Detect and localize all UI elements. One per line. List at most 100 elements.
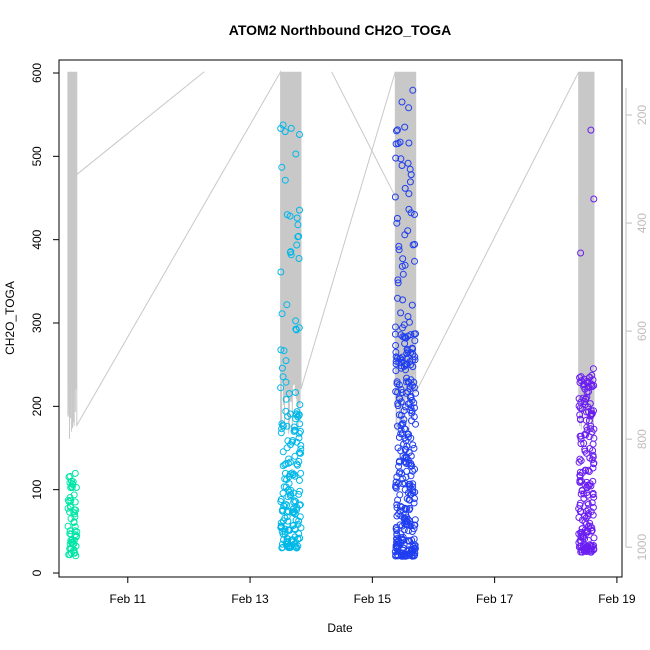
x-tick-label-1: Feb 13 bbox=[231, 592, 269, 606]
y2-tick-label-2: 600 bbox=[635, 321, 649, 341]
data-point-436 bbox=[406, 385, 414, 393]
data-point-512 bbox=[399, 255, 407, 263]
data-point-370 bbox=[392, 348, 400, 356]
data-point-247 bbox=[278, 523, 285, 531]
data-point-389 bbox=[404, 159, 412, 167]
data-point-493 bbox=[408, 407, 416, 415]
data-point-453 bbox=[402, 389, 410, 397]
data-point-365 bbox=[406, 383, 414, 390]
data-point-496 bbox=[393, 538, 401, 546]
data-point-450 bbox=[398, 162, 406, 169]
data-point-278 bbox=[407, 331, 415, 339]
pressure-transit-2 bbox=[331, 71, 399, 202]
data-point-580 bbox=[577, 249, 585, 257]
data-point-182 bbox=[296, 206, 303, 214]
data-point-215 bbox=[295, 324, 303, 332]
data-point-511 bbox=[409, 241, 417, 249]
data-point-516 bbox=[410, 330, 418, 338]
data-point-437 bbox=[407, 209, 415, 217]
data-point-243 bbox=[285, 455, 293, 463]
data-point-749 bbox=[576, 478, 584, 486]
data-point-397 bbox=[397, 331, 405, 339]
data-point-546 bbox=[397, 398, 405, 406]
data-point-730 bbox=[590, 195, 598, 203]
data-point-763 bbox=[590, 425, 598, 433]
data-point-13 bbox=[66, 530, 74, 538]
data-point-531 bbox=[392, 478, 400, 486]
data-point-245 bbox=[290, 470, 298, 478]
data-point-135 bbox=[277, 519, 285, 527]
data-point-562 bbox=[395, 542, 403, 550]
data-point-174 bbox=[287, 124, 295, 132]
y-tick-label-0: 0 bbox=[30, 569, 44, 576]
y-tick-label-4: 400 bbox=[30, 229, 44, 249]
data-point-59 bbox=[64, 496, 72, 504]
data-point-49 bbox=[72, 484, 80, 491]
data-point-328 bbox=[395, 242, 403, 250]
pressure-line bbox=[67, 69, 595, 439]
data-point-219 bbox=[291, 540, 299, 548]
data-point-172 bbox=[289, 508, 297, 515]
data-point-202 bbox=[287, 248, 295, 256]
data-point-544 bbox=[403, 495, 411, 503]
data-point-417 bbox=[407, 171, 415, 179]
pressure-trace bbox=[67, 69, 595, 439]
data-point-197 bbox=[291, 510, 299, 518]
data-point-443 bbox=[403, 442, 411, 450]
data-points bbox=[64, 86, 598, 560]
data-point-573 bbox=[402, 403, 409, 411]
data-point-642 bbox=[582, 507, 590, 515]
data-point-130 bbox=[296, 401, 304, 409]
data-point-151 bbox=[295, 434, 303, 442]
data-point-241 bbox=[278, 425, 286, 433]
data-point-716 bbox=[585, 468, 593, 475]
y-tick-label-6: 600 bbox=[30, 63, 44, 83]
data-point-222 bbox=[292, 389, 299, 396]
data-point-47 bbox=[71, 510, 79, 518]
data-point-530 bbox=[403, 505, 411, 513]
data-point-752 bbox=[590, 542, 598, 549]
data-point-238 bbox=[294, 413, 302, 421]
data-point-244 bbox=[281, 514, 289, 522]
data-point-500 bbox=[396, 138, 404, 146]
data-point-676 bbox=[590, 534, 598, 542]
data-point-729 bbox=[576, 379, 584, 386]
data-point-529 bbox=[392, 342, 400, 349]
data-point-776 bbox=[577, 537, 585, 545]
data-point-543 bbox=[398, 262, 406, 270]
data-point-572 bbox=[393, 512, 401, 520]
x-tick-label-0: Feb 11 bbox=[110, 592, 147, 606]
data-point-208 bbox=[287, 491, 295, 498]
chart-title: ATOM2 Northbound CH2O_TOGA bbox=[229, 22, 451, 38]
data-point-207 bbox=[281, 528, 289, 536]
data-point-601 bbox=[577, 457, 585, 465]
data-point-735 bbox=[589, 440, 597, 448]
data-point-235 bbox=[282, 395, 290, 403]
data-point-311 bbox=[409, 441, 417, 449]
data-point-489 bbox=[404, 515, 412, 523]
data-point-777 bbox=[583, 377, 591, 385]
data-point-560 bbox=[394, 388, 402, 396]
data-point-57 bbox=[68, 539, 76, 546]
data-point-34 bbox=[70, 518, 78, 526]
data-point-234 bbox=[279, 421, 287, 429]
data-point-297 bbox=[401, 123, 409, 131]
data-point-433 bbox=[399, 480, 407, 488]
data-point-737 bbox=[583, 478, 591, 486]
data-point-593 bbox=[576, 411, 584, 419]
data-point-183 bbox=[294, 221, 302, 229]
data-point-520 bbox=[397, 155, 405, 163]
data-point-536 bbox=[401, 446, 409, 454]
data-point-566 bbox=[396, 354, 404, 362]
data-point-224 bbox=[288, 469, 296, 477]
data-point-535 bbox=[392, 551, 400, 559]
data-point-429 bbox=[395, 458, 403, 466]
data-point-147 bbox=[293, 214, 301, 222]
data-point-579 bbox=[399, 546, 407, 554]
data-point-490 bbox=[401, 434, 409, 442]
data-point-604 bbox=[589, 365, 597, 373]
data-point-211 bbox=[282, 483, 290, 491]
data-point-420 bbox=[406, 504, 414, 512]
data-point-690 bbox=[583, 388, 591, 396]
data-point-778 bbox=[583, 426, 591, 434]
